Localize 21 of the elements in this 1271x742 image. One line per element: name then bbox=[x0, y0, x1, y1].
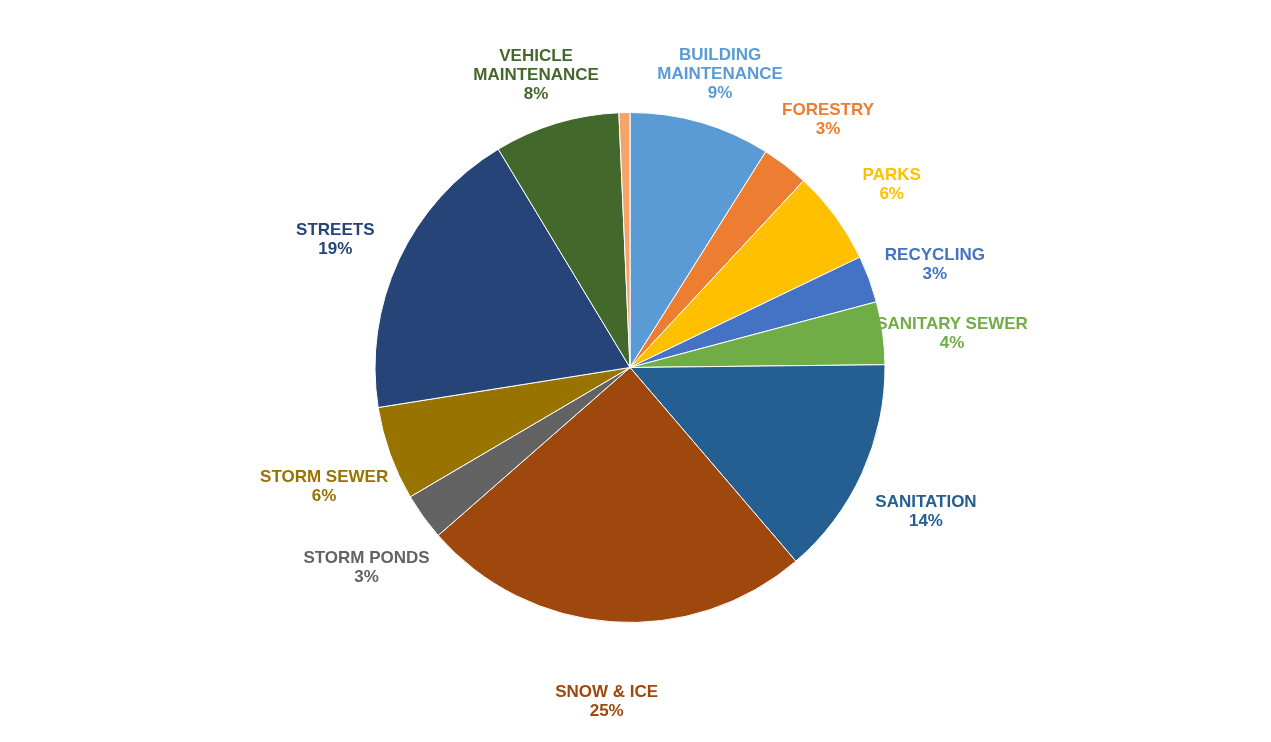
data-label: 14% bbox=[908, 510, 943, 530]
slice-label: STORM SEWER bbox=[260, 467, 389, 487]
data-label: 3% bbox=[815, 118, 841, 138]
data-label: 9% bbox=[707, 83, 733, 103]
slice-label: SNOW & ICE bbox=[555, 681, 659, 701]
slice-label: FORESTRY bbox=[782, 99, 875, 119]
slice-label: RECYCLING bbox=[884, 244, 985, 264]
data-label: 25% bbox=[589, 700, 624, 720]
data-label: 3% bbox=[354, 566, 379, 586]
slice-label: STORM PONDS bbox=[303, 547, 430, 567]
data-label: 3% bbox=[922, 263, 948, 283]
slice-label: BUILDING MAINTENANCE bbox=[657, 45, 783, 84]
data-label: 8% bbox=[523, 84, 549, 104]
data-label: 6% bbox=[311, 486, 337, 506]
slice-label: STREETS bbox=[296, 220, 375, 240]
slice-label: SANITATION bbox=[875, 491, 977, 511]
data-label: 19% bbox=[318, 239, 353, 259]
slice-label: PARKS bbox=[862, 164, 921, 184]
slice-label: VEHICLE MAINTENANCE bbox=[473, 46, 599, 85]
data-label: 4% bbox=[939, 332, 965, 352]
data-label: 6% bbox=[879, 183, 904, 203]
